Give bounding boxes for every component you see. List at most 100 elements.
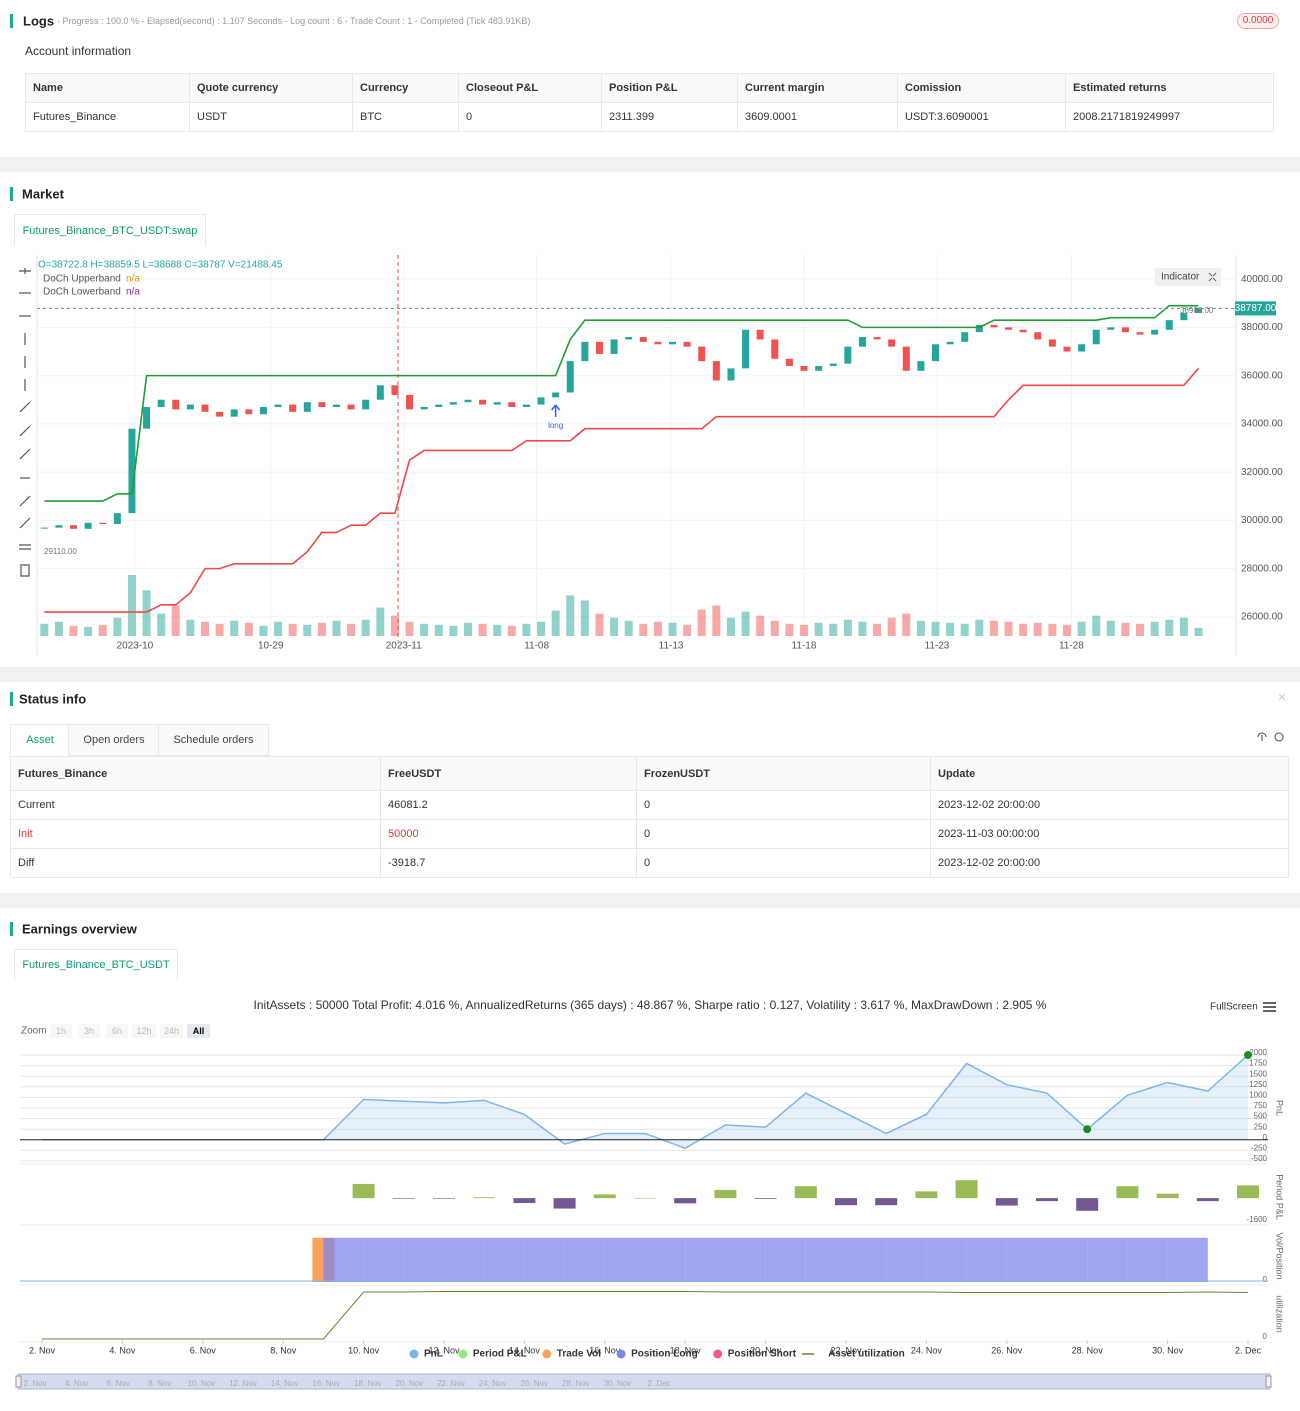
legend-symbol [542,1349,552,1359]
column [433,1198,455,1199]
legend-label[interactable]: Period P&L [473,1349,527,1360]
nav-label: 28. Nov [562,1379,590,1388]
volume-bar [610,617,619,636]
candle [113,513,121,524]
volume-bar [1121,622,1130,636]
y-tick-label: -1600 [1247,1215,1268,1224]
y-tick-label: 38000.00 [1241,322,1283,333]
y-tick-label: 26000.00 [1241,612,1283,623]
candle [216,411,224,417]
zoom-button[interactable]: 24h [160,1024,183,1038]
candle [537,397,545,405]
y-tick-label: 0 [1263,1275,1268,1284]
volume-bar [54,621,63,636]
position-block [524,1237,565,1282]
volume-bar [478,623,487,636]
market-panel [0,172,1300,667]
price-tag [1235,301,1276,316]
area-fill [42,1055,1248,1149]
volume-bar [1077,621,1086,636]
legend-label[interactable]: PnL [424,1349,443,1360]
candle [902,346,910,371]
high-label: 38989.00 [1180,306,1214,315]
header-cell: FrozenUSDT [636,756,931,791]
axis-title: utilization [1275,1295,1285,1333]
volume-bar [317,622,326,636]
cell: USDT:3.6090001 [897,102,1066,132]
y-tick-label: 750 [1254,1101,1268,1110]
legend-label[interactable]: Asset utilization [828,1349,905,1360]
candle [157,399,165,407]
cell: 0 [458,102,602,132]
candle [1005,327,1013,330]
position-block [645,1237,686,1282]
candle [55,525,63,528]
legend-label[interactable]: Trade Vol [557,1349,601,1360]
zoom-button[interactable]: 12h [132,1024,156,1038]
marker [1083,1125,1092,1134]
nav-handle[interactable] [1265,1375,1272,1388]
nav-handle[interactable] [15,1375,22,1388]
tab[interactable]: Futures_Binance_BTC_USDT:swap [14,214,206,246]
candle [888,339,896,347]
tab[interactable]: Schedule orders [158,724,269,756]
zoom-label: Zoom [21,1025,47,1037]
column [634,1198,656,1199]
position-block [805,1237,846,1282]
icon[interactable] [1274,732,1284,742]
volume-bar [770,620,779,636]
nav-label: 4. Nov [65,1379,88,1388]
zoom-button[interactable]: 1h [50,1024,72,1038]
volume-bar [522,623,531,636]
tab[interactable]: Futures_Binance_BTC_USDT [14,949,178,980]
volume-bar [712,605,721,636]
candle [1151,329,1159,335]
zoom-button[interactable]: 6h [106,1024,128,1038]
legend-label: DoCh Lowerband [43,287,121,298]
icon[interactable] [1257,732,1267,741]
candle [1019,329,1027,333]
indicator-button[interactable] [1155,268,1221,286]
legend-label: DoCh Upperband [43,274,121,285]
position-block [363,1237,404,1282]
header-row: Name Quote currency Currency Closeout P&L Po… [25,73,1274,103]
cell: 2023-12-02 20:00:00 [930,790,1289,820]
volume-bar [113,617,122,636]
section-title: Status info [19,691,87,707]
tab[interactable]: Asset [10,724,70,756]
candle [1063,346,1071,352]
x-tick-label: 10-29 [258,641,284,652]
volume-bar [726,617,735,636]
long-arrow [551,404,561,417]
zoom-button[interactable]: 3h [78,1024,100,1038]
menu-icon[interactable] [1263,1002,1276,1012]
zoom-button[interactable]: All [187,1024,210,1038]
volume-bar [814,622,823,636]
position-block [1047,1237,1088,1282]
fullscreen-button[interactable]: FullScreen [1210,1001,1258,1013]
volume-bar [157,613,166,636]
candle [318,402,326,407]
last-price-label: 38787.00 [1235,303,1277,314]
tab[interactable]: Open orders [68,724,160,756]
candle [639,337,647,342]
section-title: Market [22,186,64,202]
candle [975,324,983,333]
close-icon[interactable] [1278,693,1286,701]
candle [128,428,136,514]
legend-label[interactable]: Position Long [631,1349,698,1360]
candle [84,522,92,529]
legend-label[interactable]: Position Short [728,1349,797,1360]
position-block [484,1237,525,1282]
candle [274,404,282,407]
y-tick-label: 500 [1254,1112,1268,1121]
axis-title: Vol/Position [1275,1232,1285,1279]
header-cell: Futures_Binance [10,756,381,791]
volume-bar [201,621,210,636]
legend-value: n/a [126,287,140,298]
x-tick-label: 24. Nov [911,1345,943,1355]
y-tick-label: 28000.00 [1241,563,1283,574]
x-tick-label: 22. Nov [830,1345,862,1355]
volume-bar [756,615,765,636]
